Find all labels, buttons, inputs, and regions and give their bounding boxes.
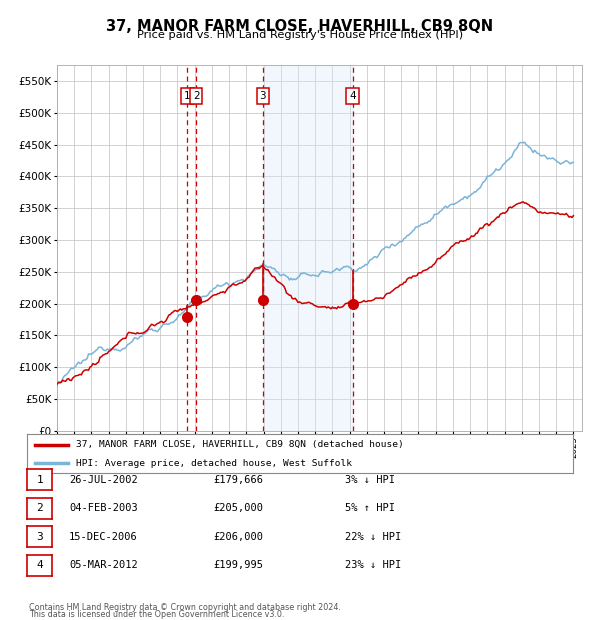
Text: 37, MANOR FARM CLOSE, HAVERHILL, CB9 8QN: 37, MANOR FARM CLOSE, HAVERHILL, CB9 8QN [106, 19, 494, 33]
Text: 26-JUL-2002: 26-JUL-2002 [69, 475, 138, 485]
Text: HPI: Average price, detached house, West Suffolk: HPI: Average price, detached house, West… [76, 459, 352, 468]
Text: £199,995: £199,995 [213, 560, 263, 570]
Text: 1: 1 [184, 91, 191, 101]
Bar [263, 65, 353, 431]
Text: £206,000: £206,000 [213, 532, 263, 542]
Text: 5% ↑ HPI: 5% ↑ HPI [345, 503, 395, 513]
Text: Contains HM Land Registry data © Crown copyright and database right 2024.: Contains HM Land Registry data © Crown c… [29, 603, 341, 612]
Text: £205,000: £205,000 [213, 503, 263, 513]
Text: 2: 2 [36, 503, 43, 513]
Text: 3: 3 [36, 532, 43, 542]
Text: 3: 3 [260, 91, 266, 101]
Text: 15-DEC-2006: 15-DEC-2006 [69, 532, 138, 542]
Text: 4: 4 [36, 560, 43, 570]
Text: 23% ↓ HPI: 23% ↓ HPI [345, 560, 401, 570]
Text: Price paid vs. HM Land Registry's House Price Index (HPI): Price paid vs. HM Land Registry's House … [137, 30, 463, 40]
Text: 3% ↓ HPI: 3% ↓ HPI [345, 475, 395, 485]
Text: 4: 4 [349, 91, 356, 101]
Text: This data is licensed under the Open Government Licence v3.0.: This data is licensed under the Open Gov… [29, 610, 284, 619]
Text: 2: 2 [193, 91, 200, 101]
Text: 22% ↓ HPI: 22% ↓ HPI [345, 532, 401, 542]
Text: 37, MANOR FARM CLOSE, HAVERHILL, CB9 8QN (detached house): 37, MANOR FARM CLOSE, HAVERHILL, CB9 8QN… [76, 440, 404, 449]
Text: £179,666: £179,666 [213, 475, 263, 485]
Text: 05-MAR-2012: 05-MAR-2012 [69, 560, 138, 570]
Text: 1: 1 [36, 475, 43, 485]
Text: 04-FEB-2003: 04-FEB-2003 [69, 503, 138, 513]
